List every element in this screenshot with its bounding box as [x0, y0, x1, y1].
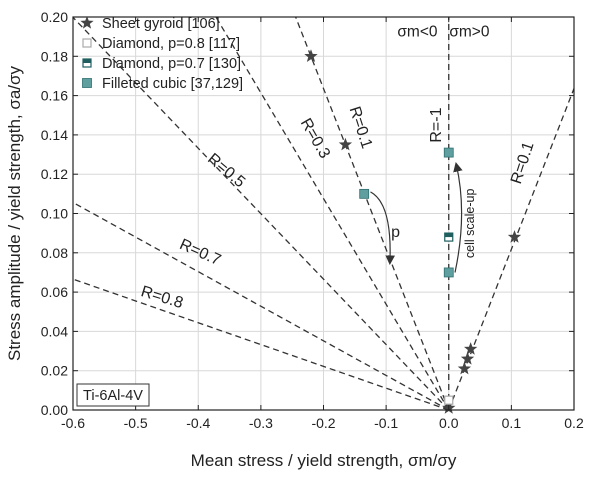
r-line	[73, 201, 450, 410]
x-tick-label: 0.1	[502, 415, 522, 431]
r-line-label: R=0.1	[508, 140, 538, 186]
y-tick-label: 0.12	[41, 166, 68, 182]
data-point	[464, 342, 478, 355]
data-points	[304, 49, 522, 414]
p-arrow	[370, 191, 395, 266]
x-tick-label: 0.0	[439, 415, 459, 431]
x-tick-label: -0.6	[61, 415, 85, 431]
material-label: Ti-6Al-4V	[83, 388, 143, 404]
r-line	[448, 88, 574, 410]
r-line	[73, 17, 450, 410]
x-tick-label: -0.5	[124, 415, 148, 431]
data-point	[507, 230, 522, 243]
legend-marker-fill	[83, 59, 91, 63]
data-point	[460, 351, 475, 365]
data-point	[443, 267, 454, 278]
data-point	[444, 232, 454, 242]
y-tick-label: 0.14	[41, 127, 68, 143]
r-line-label: R=0.5	[204, 150, 248, 191]
grid	[72, 16, 575, 411]
r-line-label: R=-1	[428, 107, 445, 142]
cell-scale-up-label: cell scale-up	[463, 189, 477, 259]
r-line	[73, 278, 449, 410]
x-tick-label: -0.1	[374, 415, 398, 431]
material-box	[76, 383, 150, 407]
y-tick-label: 0.18	[41, 48, 68, 64]
legend-marker	[80, 16, 94, 29]
r-line	[215, 17, 450, 410]
x-tick-label: 0.2	[564, 415, 584, 431]
x-tick-label: -0.3	[249, 415, 273, 431]
y-tick-label: 0.00	[41, 402, 68, 418]
y-tick-label: 0.04	[41, 323, 68, 339]
x-axis-label: Mean stress / yield strength, σm/σy	[191, 451, 457, 470]
data-point-fill	[444, 233, 453, 238]
x-tick-label: -0.4	[186, 415, 210, 431]
y-tick-label: 0.08	[41, 245, 68, 261]
y-tick-label: 0.10	[41, 206, 68, 222]
r-line	[295, 17, 450, 410]
data-point	[457, 361, 472, 375]
data-point	[338, 137, 353, 151]
y-tick-label: 0.16	[41, 88, 68, 104]
legend-entry: Diamond, p=0.8 [117]	[102, 36, 240, 52]
y-tick-label: 0.06	[41, 284, 68, 300]
region-label: σm<0	[397, 24, 438, 41]
data-point	[443, 147, 454, 158]
data-point	[359, 188, 370, 199]
data-point	[444, 395, 454, 405]
legend-marker	[82, 78, 92, 88]
r-line-label: R=0.3	[297, 116, 333, 162]
r-lines	[73, 17, 574, 410]
legend: Sheet gyroid [106] Diamond, p=0.8 [117] Di…	[80, 16, 243, 92]
y-tick-label: 0.20	[41, 9, 68, 25]
r-line-label: R=0.8	[139, 283, 185, 312]
cell-scale-up-arrow	[453, 162, 463, 273]
y-axis-label: Stress amplitude / yield strength, σa/σy	[5, 66, 24, 362]
legend-entry: Filleted cubic [37,129]	[102, 76, 243, 92]
annotations: σm<0 σm>0 Ti-6Al-4V p cell scale-up	[76, 24, 490, 407]
legend-marker	[82, 58, 92, 68]
x-tick-label: -0.2	[311, 415, 335, 431]
region-label: σm>0	[449, 24, 490, 41]
p-label: p	[391, 224, 400, 241]
legend-entry: Diamond, p=0.7 [130]	[102, 56, 241, 72]
axes: -0.6 -0.5 -0.4 -0.3 -0.2 -0.1 0.0 0.1 0.2 0.00 0.0…	[5, 9, 584, 470]
y-tick-label: 0.02	[41, 363, 68, 379]
legend-entry: Sheet gyroid [106]	[102, 16, 220, 32]
data-point	[304, 49, 318, 62]
legend-marker	[82, 38, 92, 48]
